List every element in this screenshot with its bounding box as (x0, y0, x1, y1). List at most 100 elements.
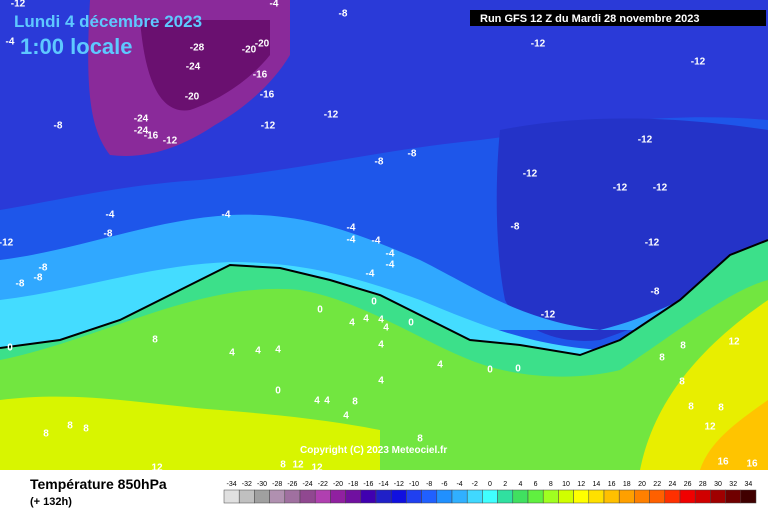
colorbar-label: -12 (394, 481, 404, 488)
contour-label: -8 (408, 149, 417, 160)
colorbar-swatch (421, 489, 438, 504)
colorbar-label: 30 (714, 481, 722, 488)
colorbar-label: 14 (593, 481, 601, 488)
colorbar-label: 34 (745, 481, 753, 488)
contour-label: 0 (371, 297, 377, 308)
colorbar-label: 10 (562, 481, 570, 488)
contour-label: -16 (144, 131, 159, 142)
contour-label: 0 (275, 386, 281, 397)
contour-label: -8 (511, 222, 520, 233)
run-box (470, 10, 766, 26)
lead-time: (+ 132h) (30, 496, 72, 508)
contour-label: -4 (6, 37, 15, 48)
colorbar-swatch (254, 489, 270, 504)
colorbar-swatch (299, 489, 316, 504)
contour-label: -20 (255, 39, 270, 50)
contour-label: 4 (324, 396, 330, 407)
colorbar-label: 28 (699, 481, 707, 488)
colorbar-label: -28 (272, 481, 282, 488)
colorbar-swatch (390, 489, 407, 504)
contour-label: 4 (349, 318, 355, 329)
contour-label: 4 (255, 346, 261, 357)
contour-label: -12 (653, 183, 668, 194)
contour-label: 4 (363, 314, 369, 325)
colorbar-swatch (558, 489, 574, 504)
colorbar-label: -34 (227, 481, 237, 488)
copyright: Copyright (C) 2023 Meteociel.fr (300, 445, 447, 456)
contour-label: 8 (417, 434, 423, 445)
contour-label: -12 (163, 136, 178, 147)
contour-label: -12 (531, 39, 546, 50)
colorbar-label: -24 (303, 481, 313, 488)
contour-label: 4 (378, 340, 384, 351)
contour-label: -12 (324, 110, 339, 121)
contour-label: 4 (343, 411, 349, 422)
colorbar-label: -6 (441, 481, 447, 488)
contour-label: -12 (261, 121, 276, 132)
contour-label: -24 (134, 126, 149, 137)
colorbar-swatch (284, 489, 301, 504)
contour-label: 8 (659, 353, 665, 364)
colorbar-label: -10 (409, 481, 419, 488)
contour-label: -4 (386, 249, 395, 260)
forecast-time: 1:00 locale (20, 34, 133, 59)
colorbar-label: 16 (608, 481, 616, 488)
contour-label: -4 (347, 235, 356, 246)
colorbar-swatch (345, 489, 362, 504)
colorbar-swatch (588, 489, 605, 504)
contour-label: -24 (186, 62, 201, 73)
colorbar-label: 26 (684, 481, 692, 488)
contour-label: -12 (645, 238, 660, 249)
contour-label: 8 (67, 421, 73, 432)
colorbar-swatch (375, 489, 392, 504)
contour-label: -12 (613, 183, 628, 194)
contour-label: 4 (437, 360, 443, 371)
contour-label: -8 (39, 263, 48, 274)
colorbar-label: 24 (669, 481, 677, 488)
contour-label: 4 (229, 348, 235, 359)
colorbar-label: 2 (503, 481, 507, 488)
contour-label: 12 (311, 463, 323, 474)
colorbar: -34 -32 -30 -28 -26 -24 -22 -20 -18 -16 -14 -12 -10-… (223, 481, 757, 504)
colorbar-swatch (725, 489, 742, 504)
colorbar-label: 22 (653, 481, 661, 488)
contour-label: -4 (347, 223, 356, 234)
colorbar-label: -14 (379, 481, 389, 488)
colorbar-label: -18 (348, 481, 358, 488)
contour-label: 8 (718, 403, 724, 414)
contour-label: 0 (408, 318, 414, 329)
contour-label: -8 (104, 229, 113, 240)
contour-label: -4 (270, 0, 279, 10)
contour-label: 16 (717, 457, 729, 468)
contour-label: -4 (372, 236, 381, 247)
colorbar-label: -2 (472, 481, 478, 488)
contour-label: 4 (378, 376, 384, 387)
contour-label: -8 (375, 157, 384, 168)
contour-label: -20 (242, 45, 257, 56)
contour-label: -12 (541, 310, 556, 321)
contour-label: 8 (679, 377, 685, 388)
colorbar-label: 12 (577, 481, 585, 488)
colorbar-label: 0 (488, 481, 492, 488)
colorbar-label: -32 (242, 481, 252, 488)
contour-label: 4 (383, 323, 389, 334)
colorbar-swatch (679, 489, 696, 504)
contour-label: 16 (746, 459, 758, 470)
contour-label: -4 (222, 210, 231, 221)
contour-label: 4 (314, 396, 320, 407)
field-title: Température 850hPa (30, 476, 167, 492)
colorbar-swatch (406, 489, 422, 504)
contour-label: -12 (691, 57, 706, 68)
colorbar-label: 4 (518, 481, 522, 488)
contour-label: 8 (280, 460, 286, 471)
contour-label: -12 (523, 169, 538, 180)
contour-label: 12 (151, 463, 163, 474)
contour-label: 4 (378, 315, 384, 326)
contour-label: -8 (54, 121, 63, 132)
colorbar-swatch (330, 489, 346, 504)
contour-label: 0 (515, 364, 521, 375)
colorbar-label: -8 (426, 481, 432, 488)
colorbar-swatch (664, 489, 681, 504)
colorbar-label: 6 (534, 481, 538, 488)
